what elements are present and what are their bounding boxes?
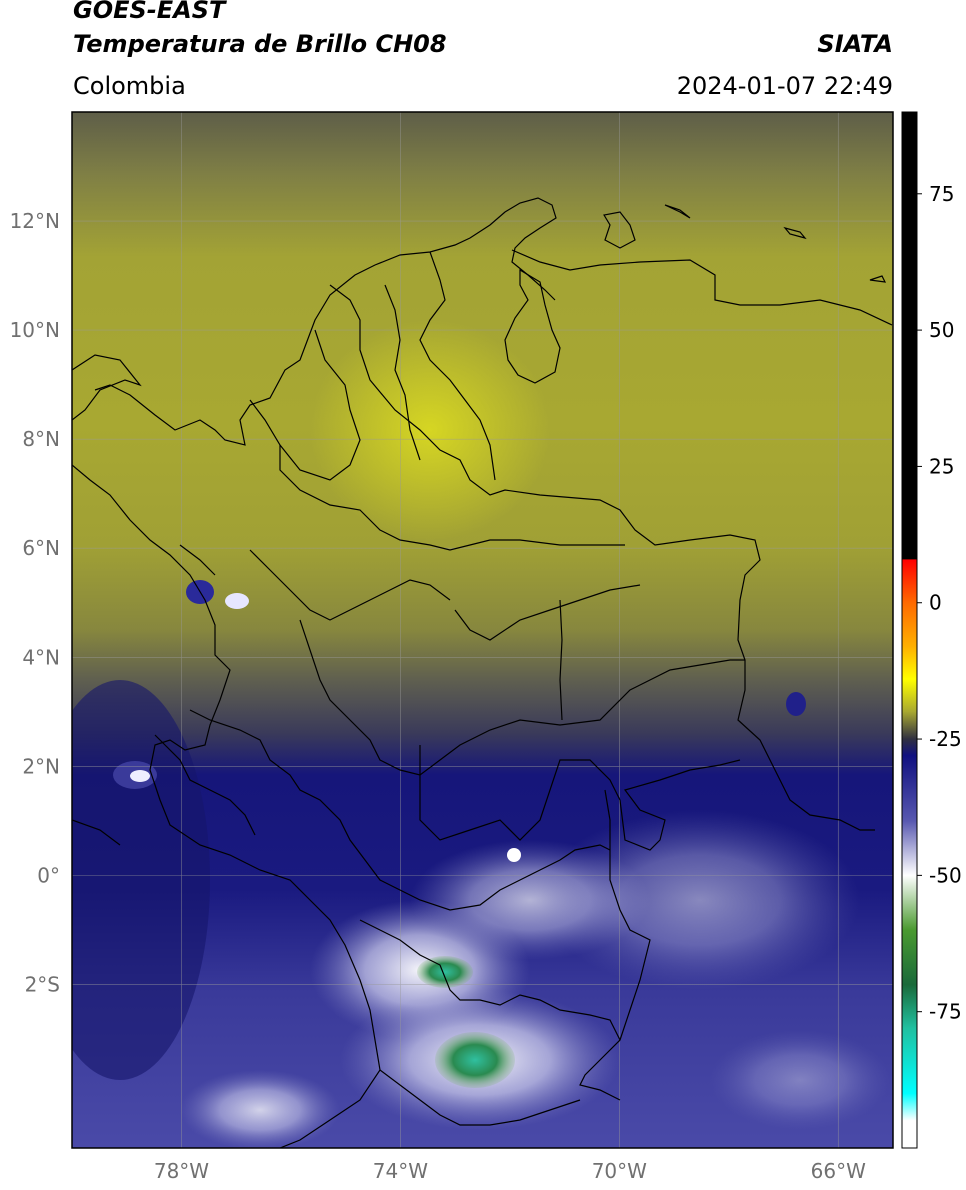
colorbar-tick-label: -75	[929, 1000, 962, 1024]
lon-tick-label: 66°W	[811, 1159, 866, 1183]
lon-tick-label: 70°W	[592, 1159, 647, 1183]
lat-tick-label: 8°N	[22, 427, 60, 451]
colorbar-tick-label: 50	[929, 318, 954, 342]
lon-tick-label: 78°W	[154, 1159, 209, 1183]
lat-tick-label: 2°N	[22, 754, 60, 778]
lat-tick-label: 4°N	[22, 645, 60, 669]
title-line-1: GOES-EAST	[73, 0, 226, 24]
lat-tick-label: 6°N	[22, 536, 60, 560]
map-gridlines	[72, 112, 893, 1148]
colorbar-tick-label: 0	[929, 591, 942, 615]
longitude-tick-labels: 78°W 74°W 70°W 66°W	[154, 1159, 866, 1183]
map-frame	[71, 111, 894, 1149]
lon-tick-label: 74°W	[373, 1159, 428, 1183]
colorbar-tick-label: 25	[929, 454, 954, 478]
colorbar-tick-labels: 75 50 25 0 -25 -50 -75	[917, 182, 962, 1024]
region-label: Colombia	[73, 72, 186, 100]
datetime-label: 2024-01-07 22:49	[676, 72, 893, 100]
lat-tick-label: 0°	[37, 863, 60, 887]
title-line-2: Temperatura de Brillo CH08	[73, 30, 447, 58]
lat-tick-label: 12°N	[10, 209, 60, 233]
latitude-tick-labels: 12°N 10°N 8°N 6°N 4°N 2°N 0° 2°S	[10, 209, 60, 996]
colorbar-tick-label: 75	[929, 182, 954, 206]
colorbar	[901, 111, 918, 1149]
colorbar-tick-label: -50	[929, 863, 962, 887]
lat-tick-label: 10°N	[10, 318, 60, 342]
satellite-image	[72, 112, 893, 1148]
lat-tick-label: 2°S	[25, 972, 60, 996]
coastlines-and-borders	[72, 197, 893, 1148]
organization-label: SIATA	[817, 30, 893, 58]
colorbar-tick-label: -25	[929, 727, 962, 751]
